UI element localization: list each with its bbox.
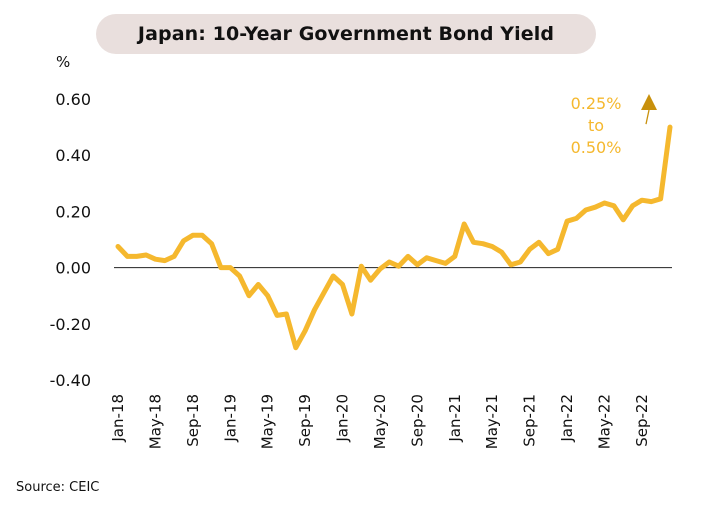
x-tick-label: Jan-20 <box>334 394 352 443</box>
data-point <box>368 278 373 283</box>
y-tick-label: 0.20 <box>55 202 91 221</box>
data-point <box>171 254 177 259</box>
y-tick-label: -0.40 <box>50 371 91 390</box>
y-axis-ticks: 0.60 0.40 0.20 0.00 -0.20 -0.40 <box>50 90 91 390</box>
data-point <box>490 244 495 249</box>
data-point <box>639 198 645 203</box>
x-tick-label: Sep-20 <box>408 394 426 447</box>
data-point <box>228 265 233 270</box>
x-axis-ticks: Jan-18 May-18 Sep-18 Jan-19 May-19 Sep-19 Jan-… <box>109 394 651 449</box>
source-note: Source: CEIC <box>16 480 100 495</box>
data-point <box>153 257 158 262</box>
data-point <box>452 254 457 259</box>
series-points <box>115 124 673 350</box>
data-point <box>246 293 252 298</box>
data-point <box>527 247 532 252</box>
annotation-arrow-head <box>641 94 657 110</box>
data-point <box>471 240 476 245</box>
data-point <box>499 249 504 255</box>
data-point <box>611 203 617 208</box>
data-point <box>583 207 588 213</box>
data-point <box>593 205 598 210</box>
data-point <box>377 266 383 272</box>
x-tick-label: May-19 <box>259 394 277 449</box>
data-point <box>405 254 411 259</box>
data-point <box>387 259 392 265</box>
annotation-group: 0.25% to 0.50% <box>571 94 657 157</box>
data-point <box>546 251 551 256</box>
data-point <box>302 328 308 333</box>
data-point <box>462 221 467 227</box>
x-tick-label: May-18 <box>146 394 164 449</box>
data-point <box>630 203 635 208</box>
data-point <box>331 273 336 279</box>
data-point <box>518 259 523 265</box>
x-tick-label: Sep-18 <box>184 394 202 447</box>
data-point <box>667 124 673 130</box>
data-point <box>536 240 542 245</box>
data-point <box>649 199 654 204</box>
x-tick-label: Sep-21 <box>521 394 539 447</box>
data-point <box>415 262 420 267</box>
x-tick-label: Jan-21 <box>446 394 464 443</box>
data-point <box>209 241 214 246</box>
data-point <box>602 200 607 206</box>
annotation-arrow-shaft <box>645 109 650 125</box>
y-axis-unit-label: % <box>56 53 70 71</box>
data-point <box>574 216 579 221</box>
data-point <box>340 282 345 287</box>
data-point <box>256 282 261 287</box>
x-tick-label: Sep-19 <box>296 394 314 447</box>
y-tick-label: 0.60 <box>55 90 91 109</box>
x-tick-label: Jan-19 <box>221 394 239 443</box>
data-point <box>218 265 224 270</box>
data-point <box>359 264 364 269</box>
data-point <box>162 258 167 263</box>
x-tick-label: May-20 <box>371 394 389 449</box>
data-point <box>321 290 326 296</box>
data-point <box>265 293 270 298</box>
data-point <box>293 345 298 350</box>
data-point <box>396 264 401 269</box>
data-point <box>134 254 139 259</box>
data-point <box>621 217 626 222</box>
chart-title: Japan: 10-Year Government Bond Yield <box>137 23 555 45</box>
data-point <box>115 244 121 249</box>
series-line-jgb-10y <box>115 124 673 351</box>
data-point <box>480 241 486 246</box>
x-tick-label: Sep-22 <box>633 394 651 447</box>
data-point <box>312 307 317 312</box>
chart-title-banner: Japan: 10-Year Government Bond Yield <box>96 14 596 54</box>
annotation-text-line: 0.25% <box>571 94 622 113</box>
y-tick-label: -0.20 <box>50 315 91 334</box>
data-point <box>443 261 448 266</box>
data-point <box>508 262 514 267</box>
data-point <box>284 311 289 317</box>
data-point <box>274 313 280 318</box>
data-point <box>125 254 130 259</box>
data-point <box>424 255 429 260</box>
data-point <box>143 252 149 258</box>
data-point <box>564 219 570 224</box>
x-tick-label: May-21 <box>483 394 501 449</box>
x-tick-label: Jan-22 <box>558 394 576 443</box>
annotation-text-line: 0.50% <box>571 138 622 157</box>
data-point <box>190 233 195 238</box>
x-tick-label: May-22 <box>596 394 614 449</box>
data-point <box>181 238 186 244</box>
data-point <box>200 233 205 238</box>
data-point <box>349 311 355 317</box>
x-tick-label: Jan-18 <box>109 394 127 443</box>
data-point <box>433 258 439 263</box>
data-point <box>555 247 560 252</box>
data-point <box>237 273 242 279</box>
y-tick-label: 0.00 <box>55 259 91 278</box>
annotation-text-line: to <box>588 116 604 135</box>
data-point <box>658 196 663 201</box>
y-tick-label: 0.40 <box>55 146 91 165</box>
